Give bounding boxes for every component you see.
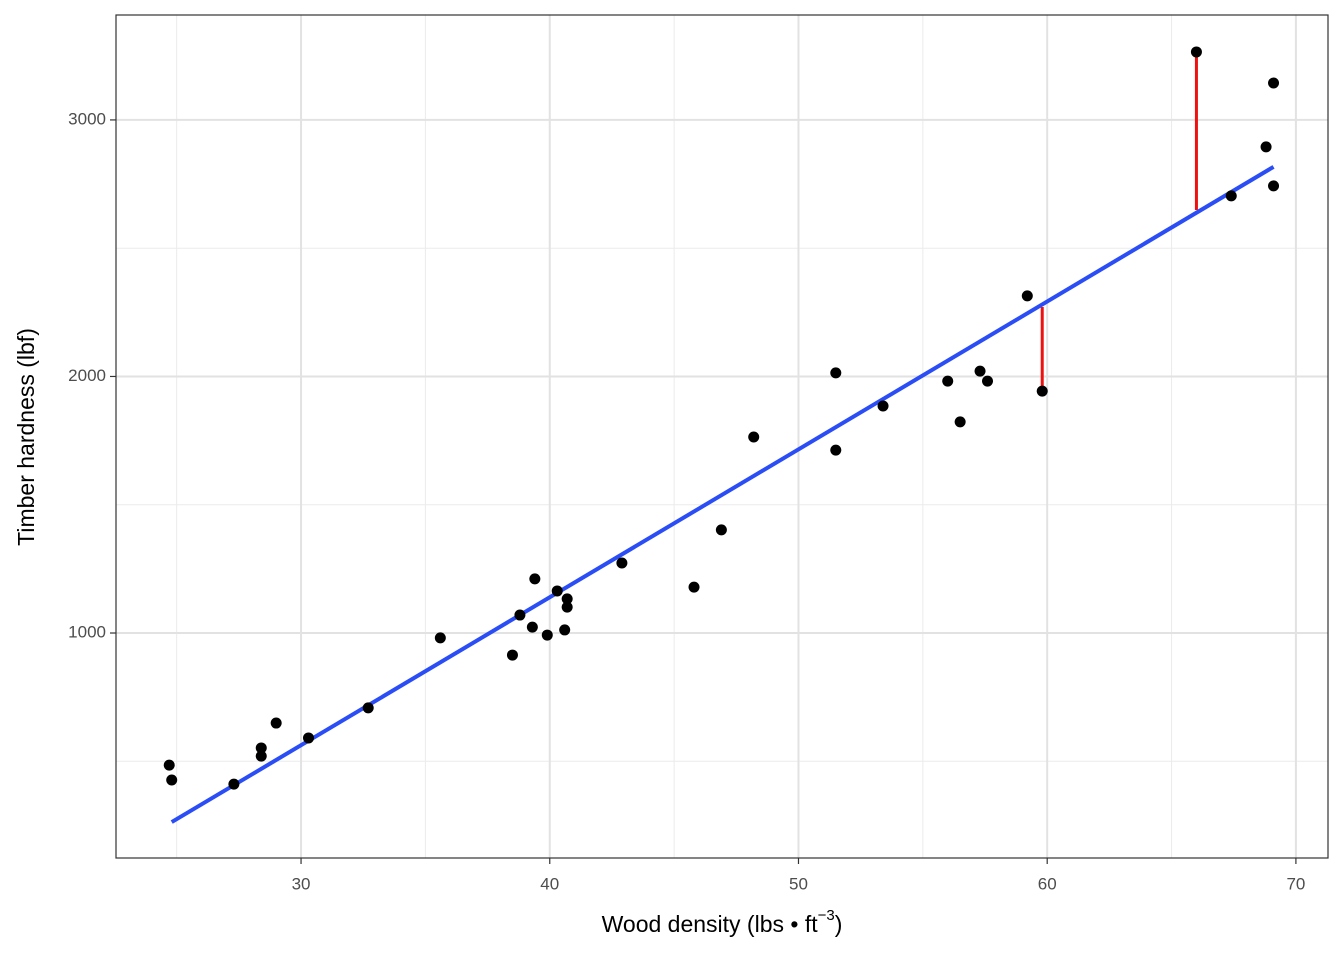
x-tick-label: 30 — [292, 874, 311, 893]
data-point — [270, 717, 282, 729]
data-point — [830, 444, 842, 456]
x-title-end: ) — [835, 911, 843, 937]
data-point — [1268, 180, 1280, 192]
data-point — [529, 573, 541, 585]
data-point — [1268, 77, 1280, 89]
x-axis-title: Wood density (lbs • ft−3) — [602, 907, 843, 937]
data-point — [1225, 190, 1237, 202]
data-point — [434, 632, 446, 644]
x-title-sup: −3 — [818, 907, 835, 924]
panel-border — [115, 14, 1329, 859]
data-point — [877, 400, 889, 412]
data-point — [514, 609, 526, 621]
x-tick-label: 70 — [1286, 874, 1305, 893]
x-tick-label: 50 — [789, 874, 808, 893]
fit-line — [170, 165, 1275, 824]
data-point — [526, 621, 538, 633]
data-point — [551, 585, 563, 597]
data-point — [541, 629, 553, 641]
data-point — [1021, 290, 1033, 302]
data-point — [163, 759, 175, 771]
y-tick-label: 1000 — [68, 622, 106, 641]
data-point — [559, 624, 571, 636]
data-point — [954, 416, 966, 428]
data-point — [166, 774, 178, 786]
data-point — [616, 557, 628, 569]
data-point — [1036, 385, 1048, 397]
data-point — [748, 431, 760, 443]
data-point — [255, 750, 267, 762]
data-point — [974, 365, 986, 377]
data-point — [561, 601, 573, 613]
data-point — [362, 702, 374, 714]
y-tick-label: 3000 — [68, 109, 106, 128]
data-point — [1260, 141, 1272, 153]
y-tick-label: 2000 — [68, 366, 106, 385]
x-tick-label: 60 — [1038, 874, 1057, 893]
data-point — [982, 375, 994, 387]
x-tick-label: 40 — [540, 874, 559, 893]
data-point — [506, 649, 518, 661]
y-axis-title: Timber hardness (lbf) — [13, 328, 39, 546]
data-point — [830, 367, 842, 379]
data-point — [561, 593, 573, 605]
data-point — [255, 742, 267, 754]
data-point — [228, 778, 240, 790]
data-point — [942, 375, 954, 387]
data-point — [303, 732, 315, 744]
data-point — [688, 581, 700, 593]
data-point — [1190, 46, 1202, 58]
x-title-text: Wood density (lbs • ft — [602, 911, 819, 937]
data-point — [715, 524, 727, 536]
